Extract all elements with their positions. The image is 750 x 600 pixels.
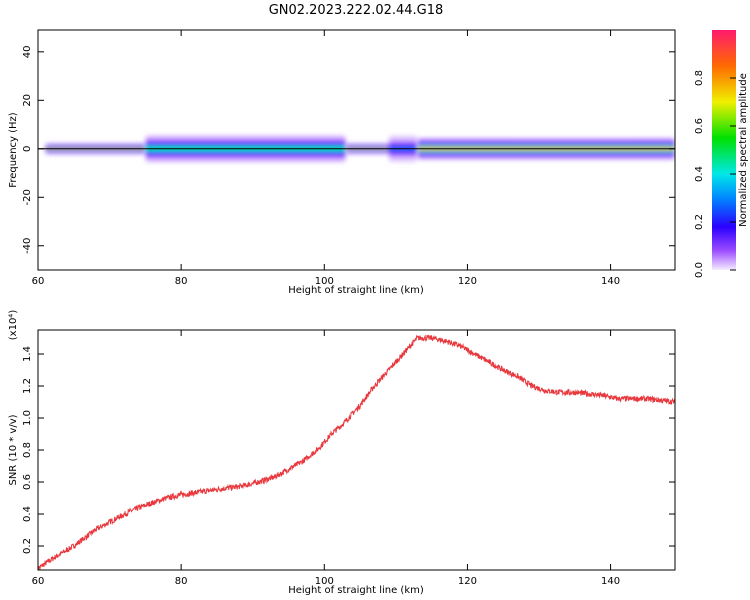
x-tick-label: 60 bbox=[32, 576, 45, 587]
y-tick-label: -40 bbox=[22, 238, 33, 254]
snr-panel: 60 80 100 120 140 0.2 0.4 0.6 0.8 1.0 1.2 1.4 Heigh… bbox=[8, 310, 676, 596]
y-tick-label: 1.4 bbox=[22, 346, 33, 362]
y-tick-label: 1.0 bbox=[22, 410, 33, 426]
colorbar-tick-label: 0.0 bbox=[694, 262, 705, 278]
x-tick-label: 140 bbox=[601, 276, 620, 287]
colorbar-label: Normalized spectral amplitude bbox=[738, 73, 749, 227]
spectrogram-xlabel: Height of straight line (km) bbox=[288, 285, 424, 296]
x-tick-label: 100 bbox=[315, 276, 334, 287]
y-tick-label: 20 bbox=[22, 94, 33, 107]
spectrogram-panel: 60 80 100 120 140 -40 -20 0 20 40 Height of strai… bbox=[8, 29, 676, 296]
snr-multiplier: (x10⁴) bbox=[8, 310, 19, 341]
x-tick-label: 100 bbox=[315, 576, 334, 587]
snr-ylabel: SNR (10 * v/v) bbox=[8, 414, 19, 485]
y-tick-label: 0.2 bbox=[22, 538, 33, 554]
colorbar-tick-label: 0.6 bbox=[694, 118, 705, 134]
colorbar-ticks: 0.0 0.2 0.4 0.6 0.8 bbox=[694, 70, 736, 278]
y-tick-label: -20 bbox=[22, 189, 33, 205]
figure-title: GN02.2023.222.02.44.G18 bbox=[269, 3, 444, 18]
colorbar-gradient bbox=[712, 30, 736, 270]
x-tick-label: 80 bbox=[175, 576, 188, 587]
y-tick-label: 1.2 bbox=[22, 378, 33, 394]
spectrogram-heat bbox=[38, 135, 675, 163]
snr-frame bbox=[37, 329, 676, 571]
x-tick-label: 140 bbox=[601, 576, 620, 587]
colorbar-tick-label: 0.2 bbox=[694, 214, 705, 230]
snr-series-line bbox=[38, 334, 675, 570]
x-tick-label: 120 bbox=[458, 276, 477, 287]
x-tick-label: 60 bbox=[32, 276, 45, 287]
x-tick-label: 120 bbox=[458, 576, 477, 587]
colorbar: 0.0 0.2 0.4 0.6 0.8 Normalized spectral ampl… bbox=[694, 30, 749, 278]
spectrogram-ticks: 60 80 100 120 140 -40 -20 0 20 40 bbox=[22, 30, 675, 287]
colorbar-tick-label: 0.4 bbox=[694, 166, 705, 182]
y-tick-label: 0.8 bbox=[22, 442, 33, 458]
spectrogram-frame bbox=[37, 29, 676, 271]
y-tick-label: 0.6 bbox=[22, 474, 33, 490]
y-tick-label: 40 bbox=[22, 45, 33, 58]
spectrogram-ylabel: Frequency (Hz) bbox=[8, 112, 19, 188]
y-tick-label: 0.4 bbox=[22, 506, 33, 522]
colorbar-tick-label: 0.8 bbox=[694, 70, 705, 86]
snr-ticks: 60 80 100 120 140 0.2 0.4 0.6 0.8 1.0 1.2 1.4 bbox=[22, 330, 675, 587]
y-tick-label: 0 bbox=[22, 146, 33, 152]
snr-xlabel: Height of straight line (km) bbox=[288, 585, 424, 596]
x-tick-label: 80 bbox=[175, 276, 188, 287]
